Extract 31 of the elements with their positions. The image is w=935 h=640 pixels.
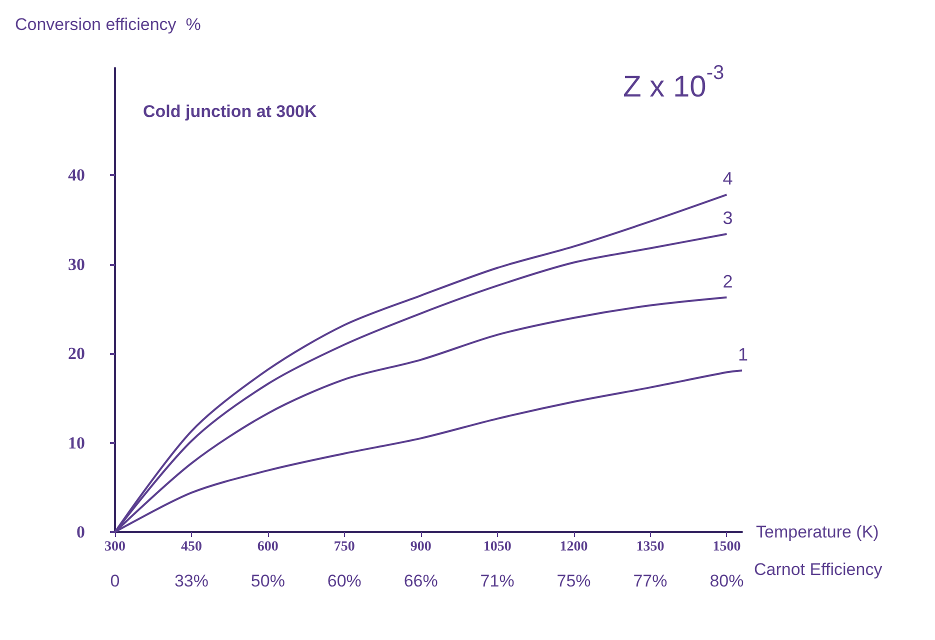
x-tick-label: 600: [257, 540, 278, 554]
text: 71%: [480, 572, 514, 590]
x-axis-title: Temperature (K): [756, 522, 879, 542]
text: 60%: [327, 572, 362, 590]
x-tick-label: 1050: [483, 540, 512, 554]
x-tick-label: 1350: [636, 540, 664, 554]
annotation: Cold junction at 300K: [143, 102, 318, 121]
x-tick-label: 450: [180, 540, 202, 554]
x-tick-label: 750: [334, 540, 355, 554]
series-label: 3: [722, 208, 733, 228]
text: 75%: [556, 572, 591, 590]
series-label: 1: [738, 344, 748, 364]
text: Carnot Efficiency: [754, 560, 883, 579]
series-label: 4: [722, 168, 733, 189]
text: 50%: [250, 572, 285, 590]
y-tick-label: 30: [68, 254, 85, 274]
series-label: 2: [722, 271, 733, 292]
y-axis-title: Conversion efficiency %: [15, 15, 201, 34]
y-tick-label: 10: [68, 433, 85, 452]
x-tick-label: 300: [104, 540, 126, 554]
text: 77%: [633, 572, 668, 590]
y-tick-label: 0: [76, 522, 85, 542]
x-tick-label: 900: [410, 540, 432, 554]
text: 33%: [174, 572, 208, 590]
text: 66%: [404, 572, 438, 590]
text: 0: [110, 572, 120, 590]
text: 80%: [710, 572, 744, 590]
y-tick-label: 20: [68, 344, 85, 364]
x-tick-label: 1500: [712, 540, 741, 554]
x-tick-label: 1200: [560, 540, 588, 554]
y-tick-label: 40: [68, 166, 85, 185]
